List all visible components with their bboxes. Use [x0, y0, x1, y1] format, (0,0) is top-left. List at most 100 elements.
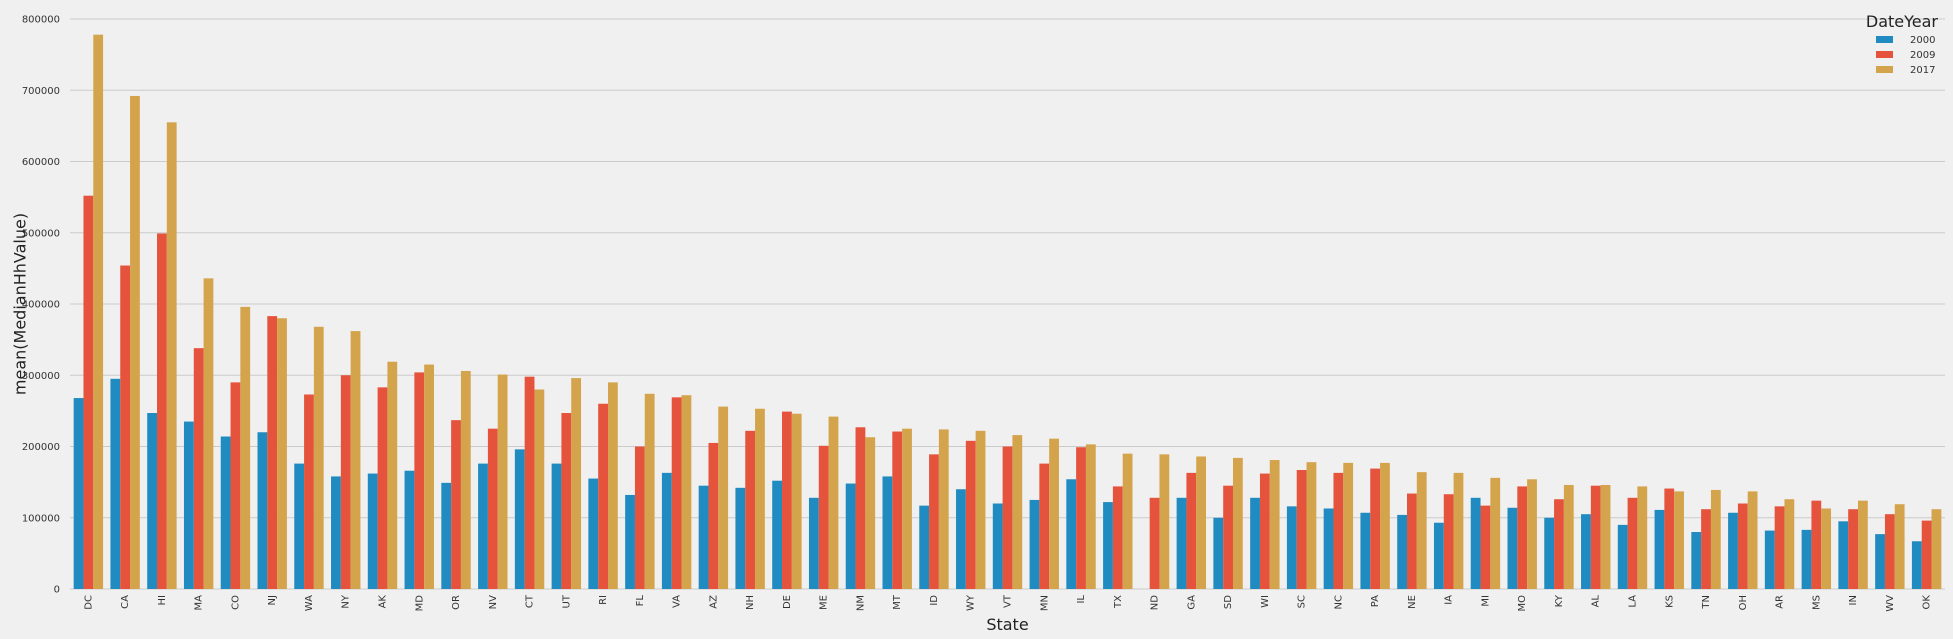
bar-2000-FL: [625, 494, 635, 589]
bar-2009-MI: [1480, 505, 1491, 589]
bar-2000-AL: [1581, 514, 1591, 589]
bar-2009-KY: [1554, 499, 1564, 589]
bar-2017-AR: [1784, 499, 1795, 589]
y-tick-labels: 0 100000 200000 300000 400000 500000 600000 700…: [22, 15, 60, 596]
bar-2000-HI: [147, 413, 158, 589]
x-tick-label: AR: [1775, 595, 1786, 609]
bar-2000-NV: [478, 463, 488, 589]
bar-2000-ME: [808, 497, 819, 589]
bar-2009-WA: [304, 394, 314, 589]
legend-swatch: [1876, 36, 1893, 43]
bar-2009-CT: [524, 376, 535, 589]
x-tick-label: ND: [1150, 595, 1161, 610]
bar-2000-DC: [73, 398, 84, 589]
bar-2017-IL: [1085, 444, 1096, 589]
bar-2000-NM: [845, 483, 856, 589]
bar-2017-NJ: [277, 318, 287, 589]
bar-2017-TX: [1122, 453, 1133, 589]
bar-2000-WA: [294, 463, 305, 589]
bar-2017-DE: [791, 413, 802, 589]
y-tick-label: 800000: [22, 15, 60, 26]
bar-2017-MA: [203, 278, 214, 589]
bar-2009-MN: [1039, 463, 1050, 589]
bar-2009-MT: [892, 431, 903, 589]
bar-2017-CT: [534, 389, 545, 589]
bar-2017-VA: [681, 395, 692, 589]
bar-2017-SC: [1306, 462, 1317, 589]
bar-2009-AZ: [708, 442, 719, 589]
bar-2017-NC: [1343, 462, 1354, 589]
bar-2009-MD: [414, 372, 425, 589]
bar-2017-MI: [1490, 477, 1501, 589]
x-tick-label: GA: [1186, 595, 1197, 610]
bars: [73, 34, 1942, 590]
x-tick-label: AK: [378, 595, 389, 609]
bar-2009-HI: [157, 233, 167, 589]
x-tick-label: AL: [1591, 595, 1602, 608]
x-tick-label: OK: [1922, 595, 1933, 610]
bar-2009-VT: [1002, 446, 1013, 589]
bar-2009-IL: [1076, 447, 1086, 589]
bar-2017-ME: [828, 416, 839, 589]
x-tick-label: TN: [1701, 595, 1712, 610]
bar-2000-IN: [1838, 521, 1849, 589]
bar-2009-OH: [1737, 503, 1748, 589]
x-tick-label: TX: [1113, 595, 1124, 609]
x-tick-label: IN: [1848, 595, 1859, 605]
bar-2017-NE: [1416, 472, 1427, 589]
bar-2000-SD: [1213, 517, 1224, 589]
bar-2017-NH: [755, 408, 765, 589]
legend-label: 2000: [1910, 35, 1935, 46]
x-tick-label: WA: [304, 595, 315, 611]
bar-2000-OH: [1728, 512, 1738, 589]
x-tick-label: AZ: [708, 595, 719, 609]
x-tick-label: VT: [1003, 594, 1014, 608]
x-tick-label: CT: [525, 594, 536, 608]
bar-2017-OR: [460, 370, 471, 589]
bar-2000-AR: [1764, 530, 1775, 589]
bar-2009-AR: [1774, 506, 1785, 589]
legend-swatch: [1876, 66, 1893, 73]
bar-2000-MI: [1470, 497, 1481, 589]
x-tick-label: MT: [892, 594, 903, 610]
bar-2009-NH: [745, 430, 756, 589]
bar-2009-UT: [561, 413, 572, 589]
bar-2000-PA: [1360, 512, 1371, 589]
legend-title: DateYear: [1866, 12, 1939, 31]
bar-2009-IN: [1848, 509, 1858, 589]
bar-2017-CA: [130, 95, 140, 589]
bar-2009-RI: [598, 403, 608, 589]
bar-2017-AK: [387, 361, 398, 589]
x-tick-label: ID: [929, 595, 940, 606]
bar-2017-TN: [1710, 489, 1721, 589]
x-tick-label: WY: [966, 594, 977, 611]
bar-2009-OR: [451, 420, 461, 589]
x-tick-label: MS: [1811, 595, 1822, 610]
legend-swatch: [1876, 51, 1893, 58]
x-tick-label: NE: [1407, 595, 1418, 609]
x-tick-label: LA: [1628, 595, 1639, 608]
bar-2000-MS: [1801, 529, 1812, 589]
bar-2009-MA: [193, 348, 204, 589]
bar-2017-IN: [1857, 500, 1868, 589]
bar-2009-DE: [782, 411, 792, 589]
bar-2009-IA: [1443, 494, 1454, 589]
bar-2009-LA: [1627, 497, 1638, 589]
bar-2017-AZ: [718, 406, 729, 589]
bar-2017-VT: [1012, 435, 1023, 589]
bar-2000-AZ: [698, 485, 709, 589]
bar-2000-AK: [367, 473, 378, 589]
x-tick-label: VA: [672, 595, 683, 608]
bar-2009-NY: [340, 375, 351, 589]
bar-2000-SC: [1286, 506, 1297, 589]
x-tick-label: KY: [1554, 594, 1565, 607]
bar-2009-NV: [487, 428, 498, 589]
y-tick-label: 100000: [22, 513, 60, 524]
y-tick-label: 400000: [22, 300, 60, 311]
x-tick-label: DC: [83, 595, 94, 610]
bar-2009-MS: [1811, 500, 1822, 589]
x-tick-label: KS: [1664, 595, 1675, 608]
bar-2000-IL: [1066, 479, 1077, 589]
